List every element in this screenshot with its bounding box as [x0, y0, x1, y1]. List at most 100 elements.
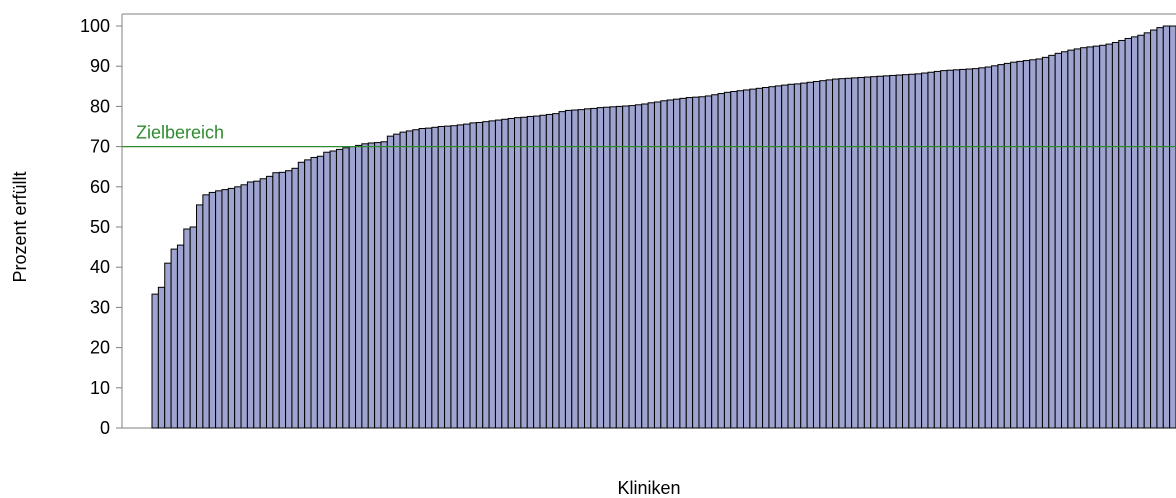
bar: [889, 74, 897, 429]
bar: [323, 151, 331, 429]
bar: [743, 89, 751, 429]
bar: [647, 102, 655, 429]
bar: [997, 64, 1005, 429]
bar: [806, 81, 814, 429]
bar: [1162, 25, 1171, 429]
bar: [374, 142, 382, 429]
bar: [1010, 61, 1018, 429]
bar: [793, 83, 802, 429]
bar: [291, 167, 299, 429]
bar: [1061, 51, 1069, 429]
y-tick-label: 60: [90, 177, 110, 197]
bar: [1111, 41, 1120, 429]
bar: [221, 189, 229, 429]
bar: [469, 122, 477, 429]
bar: [660, 100, 668, 429]
bar: [1130, 36, 1139, 429]
bar: [564, 109, 573, 429]
bar: [1022, 60, 1031, 429]
bar: [1137, 34, 1145, 429]
bar: [526, 115, 535, 429]
bar: [774, 85, 783, 429]
bar: [984, 66, 993, 429]
bar: [259, 178, 267, 429]
bar: [1080, 47, 1088, 429]
y-tick-label: 30: [90, 297, 110, 317]
y-tick-label: 40: [90, 257, 110, 277]
bar: [234, 186, 242, 429]
bar: [653, 101, 662, 429]
bar: [1150, 29, 1158, 429]
bar: [1099, 44, 1107, 429]
target-reference-label: Zielbereich: [136, 123, 224, 143]
bar: [1092, 45, 1101, 429]
bar: [800, 82, 808, 429]
bar: [475, 121, 484, 429]
bar: [812, 80, 821, 429]
bar: [215, 190, 223, 429]
bar: [1029, 59, 1037, 429]
bar: [1086, 46, 1094, 429]
bar: [819, 80, 827, 429]
bar: [946, 69, 954, 429]
bar: [590, 107, 598, 429]
bar: [851, 77, 859, 429]
bar: [265, 175, 274, 429]
bar: [876, 75, 884, 429]
bar: [863, 76, 872, 429]
y-tick-label: 10: [90, 378, 110, 398]
bar: [278, 171, 287, 429]
bar: [825, 79, 834, 429]
bar: [634, 104, 643, 429]
bar: [424, 127, 433, 429]
bar: [488, 120, 496, 429]
y-tick-label: 50: [90, 217, 110, 237]
bar: [908, 73, 916, 429]
bar: [170, 248, 178, 429]
bar: [679, 97, 687, 429]
bar: [622, 105, 630, 429]
bar: [507, 117, 516, 429]
bar: [405, 130, 414, 429]
reference-line-group: Zielbereich: [122, 123, 1176, 148]
bar: [444, 125, 452, 429]
bar: [666, 99, 675, 429]
bar: [838, 78, 846, 429]
bar: [552, 113, 560, 429]
bar: [520, 116, 528, 429]
bar: [393, 133, 401, 429]
bar: [1105, 43, 1113, 429]
bar: [431, 126, 439, 429]
bar: [348, 146, 357, 429]
y-tick-label: 90: [90, 56, 110, 76]
bar: [736, 90, 745, 429]
bar: [285, 170, 293, 429]
bars-group: [151, 25, 1176, 429]
bar: [329, 150, 337, 429]
bar: [310, 156, 318, 429]
bar: [577, 109, 586, 429]
bar: [1054, 52, 1063, 429]
y-tick-label: 0: [100, 418, 110, 438]
bar: [749, 88, 757, 429]
bar: [151, 293, 159, 429]
bar: [533, 115, 541, 429]
bar: [1016, 60, 1024, 429]
y-tick-label: 20: [90, 338, 110, 358]
bar: [717, 93, 725, 429]
bar: [399, 131, 407, 429]
bar: [1118, 39, 1126, 429]
bar: [787, 83, 795, 429]
bar: [641, 103, 649, 429]
bar: [227, 187, 236, 429]
bar: [1041, 56, 1050, 429]
bar: [882, 75, 891, 429]
bar: [367, 142, 376, 429]
bar: [1169, 25, 1176, 429]
y-tick-label: 100: [80, 16, 110, 36]
bar: [857, 76, 865, 429]
bar: [628, 105, 636, 429]
bar: [755, 87, 764, 429]
bar: [514, 117, 522, 429]
bar: [762, 87, 770, 429]
